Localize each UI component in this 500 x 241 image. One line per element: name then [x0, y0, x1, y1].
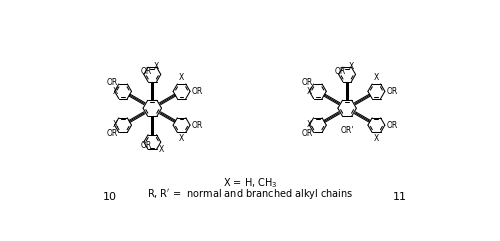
Text: 10: 10: [103, 192, 117, 202]
Text: OR: OR: [386, 121, 398, 130]
Text: OR: OR: [192, 87, 203, 96]
Text: X: X: [307, 120, 312, 129]
Text: R, R$'$ =  normal and branched alkyl chains: R, R$'$ = normal and branched alkyl chai…: [147, 187, 354, 201]
Text: OR: OR: [106, 129, 118, 138]
Text: X: X: [159, 145, 164, 154]
Text: X: X: [374, 73, 379, 82]
Text: 11: 11: [392, 192, 406, 202]
Text: OR: OR: [335, 67, 346, 76]
Text: OR: OR: [302, 129, 313, 138]
Text: X: X: [154, 62, 159, 71]
Text: OR: OR: [106, 78, 118, 87]
Text: OR': OR': [340, 126, 354, 135]
Text: X: X: [374, 134, 379, 143]
Text: X: X: [112, 87, 117, 96]
Text: X: X: [307, 87, 312, 96]
Text: OR: OR: [140, 67, 151, 76]
Text: X: X: [179, 73, 184, 82]
Text: OR: OR: [192, 121, 203, 130]
Text: OR: OR: [140, 141, 151, 150]
Text: X: X: [179, 134, 184, 143]
Text: X = H, CH$_3$: X = H, CH$_3$: [223, 176, 278, 190]
Text: OR: OR: [302, 78, 313, 87]
Text: X: X: [112, 120, 117, 129]
Text: X: X: [348, 62, 354, 71]
Text: OR: OR: [386, 87, 398, 96]
